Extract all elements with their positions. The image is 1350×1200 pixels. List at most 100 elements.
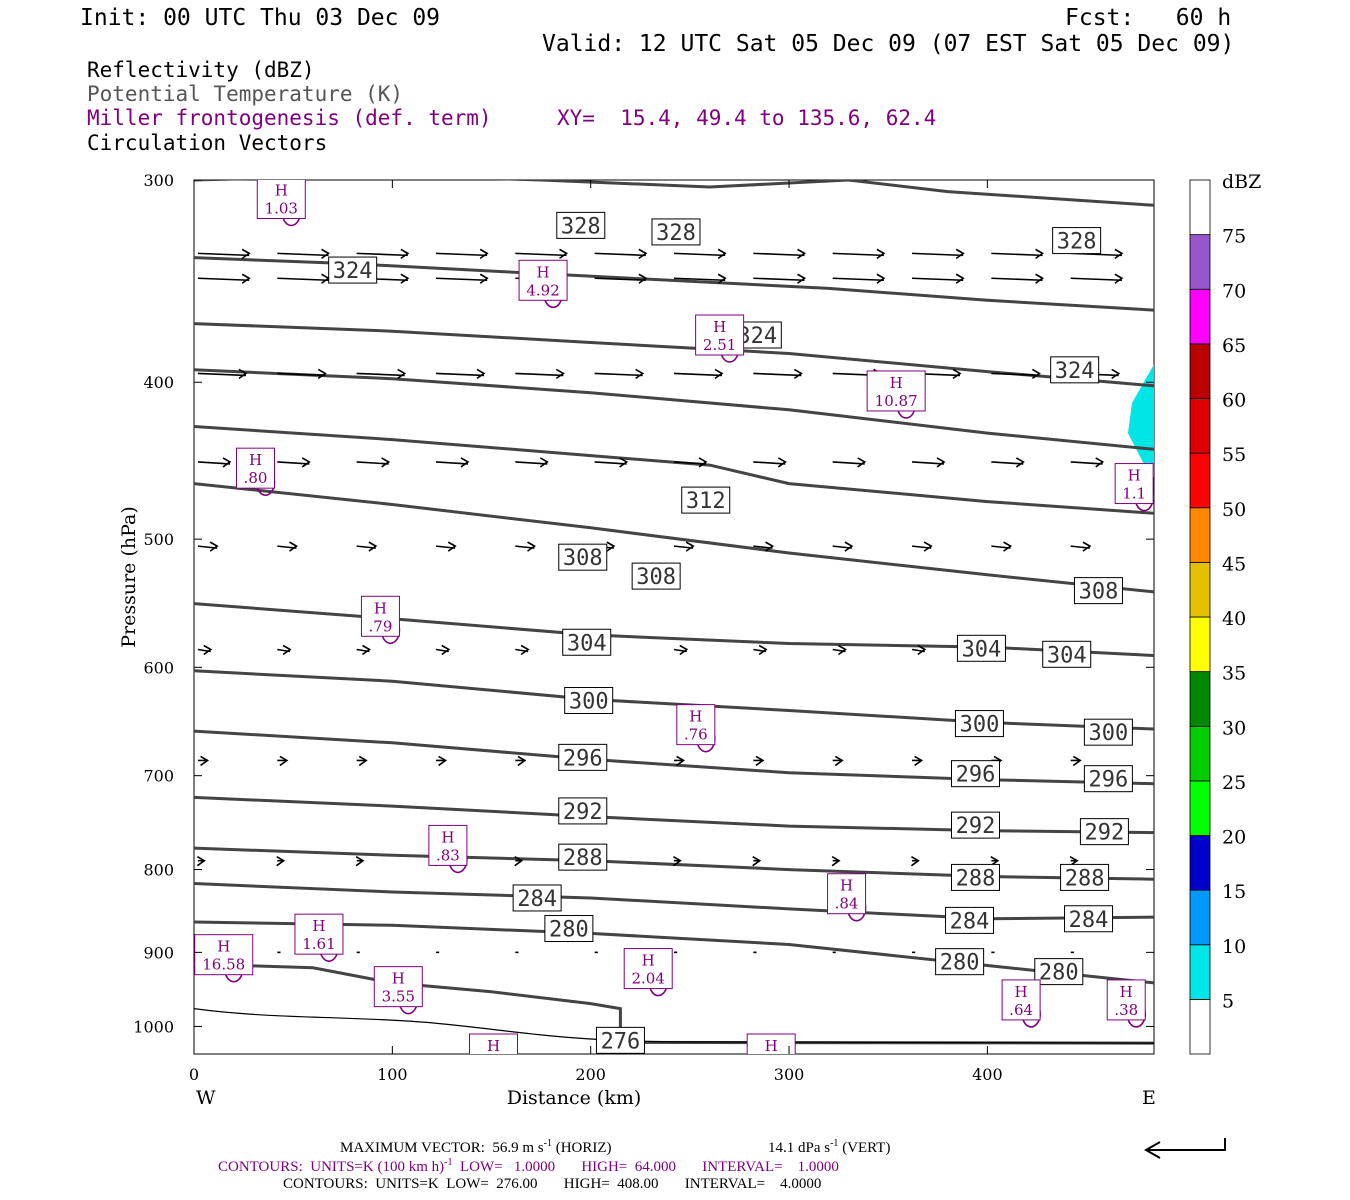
circulation-vector [1070, 461, 1103, 465]
vector-arrowhead [317, 368, 327, 380]
fronto-max-box [373, 966, 423, 1008]
fronto-max-h: H [890, 374, 903, 392]
vector-arrowhead [952, 368, 962, 380]
fronto-max-h: H [312, 917, 325, 935]
circulation-vector [673, 252, 726, 257]
vector-arrowhead [441, 644, 451, 656]
vector-arrowhead [698, 457, 708, 468]
vector-arrowhead [936, 457, 946, 468]
circulation-vector [991, 277, 1043, 282]
theta-label: 288 [563, 846, 603, 871]
theta-label: 276 [601, 1029, 641, 1054]
theta-label-box [950, 863, 1000, 891]
fronto-max-h: H [537, 263, 550, 281]
theta-label: 300 [1089, 721, 1129, 746]
colorbar-tick-label: 60 [1222, 390, 1246, 412]
theta-label-box [950, 811, 1000, 839]
vector-arrowhead [917, 644, 927, 656]
theta-label: 292 [956, 814, 996, 839]
y-tick-label: 500 [143, 530, 174, 549]
vector-arrowhead [1082, 541, 1092, 552]
west-label: W [196, 1087, 216, 1109]
vector-arrowhead [400, 248, 410, 260]
theta-label: 308 [563, 546, 603, 571]
valid-time: Valid: 12 UTC Sat 05 Dec 09 (07 EST Sat … [542, 31, 1235, 57]
vector-arrowhead [857, 457, 867, 468]
fronto-contour [495, 1055, 513, 1081]
circulation-vector [197, 372, 247, 377]
vector-arrowhead [635, 368, 645, 380]
circulation-vector [753, 252, 805, 257]
reference-vector-arrow [1143, 1138, 1226, 1159]
vector-arrowhead [838, 644, 847, 656]
vector-arrowhead [1035, 273, 1045, 284]
vector-arrowhead [876, 248, 886, 260]
fronto-max-box [428, 824, 468, 866]
fronto-max-h: H [765, 1037, 778, 1055]
fronto-max-box [695, 314, 745, 356]
fronto-max-h: H [840, 877, 853, 895]
theta-label-box [1052, 227, 1102, 255]
theta-label-box [328, 256, 378, 284]
theta-label: 328 [561, 214, 601, 239]
fronto-max-box [360, 595, 400, 637]
circulation-vector [594, 277, 646, 282]
circulation-vector [197, 461, 231, 465]
fronto-max-box [294, 913, 344, 955]
theta-contour [194, 920, 1154, 985]
colorbar-segment [1189, 998, 1211, 1055]
fronto-max-box [518, 259, 568, 301]
circulation-vector [277, 372, 326, 377]
fronto-max-value: .80 [244, 469, 268, 487]
theta-label-box [1073, 577, 1123, 605]
circulation-vector [594, 252, 646, 257]
theta-label-box [1034, 958, 1084, 986]
vector-arrowhead [355, 856, 365, 867]
fronto-max-value: .79 [369, 617, 393, 635]
colorbar-tick-label: 70 [1222, 280, 1246, 302]
vector-arrowhead [955, 273, 965, 284]
colorbar-segment [1189, 616, 1211, 673]
theta-label-box [935, 948, 985, 976]
circulation-vector [515, 461, 548, 465]
x-tick-label: 100 [377, 1065, 408, 1084]
theta-contour [194, 180, 1154, 207]
theta-contour [194, 795, 1154, 835]
theta-label-box [544, 915, 594, 943]
circulation-vector [277, 252, 329, 257]
fronto-max-h: H [441, 828, 454, 846]
vector-arrowhead [241, 248, 251, 260]
vector-arrowhead [876, 273, 886, 284]
circulation-vector [911, 461, 945, 465]
legend-frontogenesis: Miller frontogenesis (def. term) [87, 106, 492, 130]
theta-label-box [950, 760, 1000, 788]
theta-label: 300 [960, 713, 1000, 738]
colorbar-tick-label: 35 [1222, 663, 1246, 685]
theta-label: 280 [549, 918, 589, 943]
vector-arrowhead [438, 755, 448, 767]
vector-arrowhead [758, 644, 768, 656]
circulation-vector [197, 277, 250, 282]
vector-arrowhead [447, 541, 457, 552]
circulation-vector [991, 252, 1043, 257]
circulation-vector [832, 252, 884, 257]
colorbar-segment [1189, 835, 1211, 891]
legend-reflectivity: Reflectivity (dBZ) [87, 58, 315, 82]
theta-label-box [1042, 640, 1092, 668]
vector-arrowhead [476, 368, 486, 380]
theta-label: 284 [950, 909, 990, 934]
fronto-max-value: 4.92 [526, 281, 559, 299]
theta-label-box [595, 1026, 645, 1054]
colorbar-segment [1189, 398, 1211, 454]
vector-arrowhead [717, 248, 727, 260]
footer-contours-theta: CONTOURS: UNITS=K LOW= 276.00 HIGH= 408.… [283, 1176, 822, 1192]
vector-arrowhead [606, 541, 616, 552]
vector-arrowhead [717, 273, 727, 284]
vector-arrowhead [619, 457, 629, 468]
fronto-max-box [866, 370, 926, 412]
vector-arrowhead [831, 856, 841, 867]
fronto-max-box [235, 447, 275, 489]
fronto-max-value: .64 [1009, 1001, 1033, 1019]
theta-label: 280 [1039, 961, 1079, 986]
